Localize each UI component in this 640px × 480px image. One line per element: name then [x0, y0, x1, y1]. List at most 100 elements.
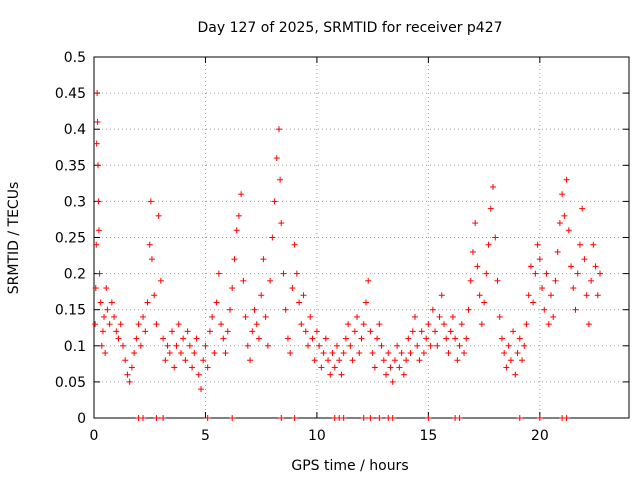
data-point	[405, 335, 412, 342]
data-point	[556, 220, 563, 227]
data-point	[111, 313, 118, 320]
data-point	[336, 357, 343, 364]
data-point	[222, 350, 229, 357]
data-point	[349, 357, 356, 364]
baseline-point	[516, 415, 523, 421]
data-point	[189, 364, 196, 371]
data-point	[169, 328, 176, 335]
data-point	[96, 270, 103, 277]
data-point	[296, 299, 303, 306]
data-point	[226, 306, 233, 313]
data-point	[249, 328, 256, 335]
data-point	[521, 342, 528, 349]
data-point	[581, 256, 588, 263]
data-point	[380, 357, 387, 364]
data-point	[469, 248, 476, 255]
data-point	[282, 306, 289, 313]
data-point	[166, 350, 173, 357]
data-point	[153, 321, 160, 328]
data-point	[362, 299, 369, 306]
data-point	[505, 342, 512, 349]
data-point	[467, 277, 474, 284]
chart-title: Day 127 of 2025, SRMTID for receiver p42…	[197, 20, 502, 36]
data-point	[329, 350, 336, 357]
data-point	[224, 328, 231, 335]
data-point	[204, 364, 211, 371]
data-point	[264, 342, 271, 349]
data-point	[547, 292, 554, 299]
data-point	[503, 364, 510, 371]
baseline-point	[360, 415, 367, 421]
data-point	[407, 350, 414, 357]
data-point	[563, 176, 570, 183]
data-point	[550, 313, 557, 320]
data-point	[389, 378, 396, 385]
data-point	[184, 328, 191, 335]
data-point	[146, 241, 153, 248]
data-point	[476, 292, 483, 299]
data-point	[423, 335, 430, 342]
data-point	[463, 335, 470, 342]
data-point	[271, 198, 278, 205]
data-point	[403, 357, 410, 364]
data-point	[440, 321, 447, 328]
data-point	[585, 321, 592, 328]
y-tick-label: 0.05	[55, 375, 86, 391]
data-point	[378, 342, 385, 349]
data-point	[447, 328, 454, 335]
data-point	[233, 227, 240, 234]
data-point	[229, 285, 236, 292]
data-point	[340, 350, 347, 357]
y-tick-label: 0.2	[64, 267, 86, 283]
data-point	[371, 364, 378, 371]
data-point	[483, 270, 490, 277]
data-point	[396, 364, 403, 371]
data-point	[309, 335, 316, 342]
data-point	[318, 364, 325, 371]
baseline-point	[160, 415, 167, 421]
data-point	[583, 292, 590, 299]
data-point	[311, 357, 318, 364]
data-point	[354, 313, 361, 320]
data-point	[369, 350, 376, 357]
data-point	[273, 155, 280, 162]
data-point	[162, 357, 169, 364]
data-point	[331, 364, 338, 371]
data-point	[293, 270, 300, 277]
data-point	[191, 350, 198, 357]
data-point	[498, 335, 505, 342]
data-point	[485, 241, 492, 248]
data-point	[144, 299, 151, 306]
data-point	[182, 357, 189, 364]
data-point	[148, 256, 155, 263]
data-point	[434, 342, 441, 349]
data-point	[420, 350, 427, 357]
data-point	[103, 285, 110, 292]
baseline-point	[153, 415, 160, 421]
data-point	[128, 364, 135, 371]
data-point	[157, 277, 164, 284]
y-tick-label: 0.25	[55, 231, 86, 247]
data-point	[255, 335, 262, 342]
data-point	[541, 306, 548, 313]
x-tick-label: 15	[419, 428, 437, 444]
data-point	[454, 357, 461, 364]
x-tick-label: 5	[201, 428, 210, 444]
data-point	[95, 227, 102, 234]
data-point	[186, 342, 193, 349]
data-point	[124, 371, 131, 378]
data-point	[452, 335, 459, 342]
baseline-point	[278, 415, 285, 421]
data-point	[465, 306, 472, 313]
data-point	[195, 371, 202, 378]
baseline-point	[456, 415, 463, 421]
data-point	[101, 313, 108, 320]
data-point	[474, 263, 481, 270]
data-point	[327, 371, 334, 378]
data-point	[449, 313, 456, 320]
data-point	[247, 357, 254, 364]
data-point	[398, 350, 405, 357]
data-point	[338, 371, 345, 378]
data-point	[131, 350, 138, 357]
